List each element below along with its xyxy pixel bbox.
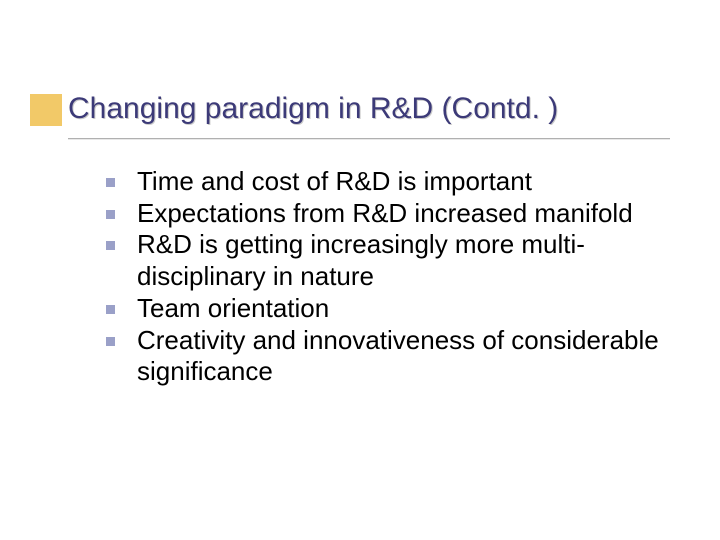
list-item: R&D is getting increasingly more multi-d…	[106, 229, 680, 292]
square-bullet-icon	[106, 241, 115, 250]
list-item: Time and cost of R&D is important	[106, 166, 680, 198]
accent-square	[30, 94, 62, 126]
title-container: Changing paradigm in R&D (Contd. )	[68, 92, 690, 126]
list-item: Team orientation	[106, 293, 680, 325]
list-item: Creativity and innovativeness of conside…	[106, 325, 680, 388]
bullet-text: Team orientation	[137, 293, 329, 325]
square-bullet-icon	[106, 337, 115, 346]
square-bullet-icon	[106, 178, 115, 187]
title-underline	[68, 138, 670, 140]
list-item: Expectations from R&D increased manifold	[106, 198, 680, 230]
slide: Changing paradigm in R&D (Contd. ) Time …	[0, 0, 720, 540]
bullet-text: Time and cost of R&D is important	[137, 166, 532, 198]
bullet-text: R&D is getting increasingly more multi-d…	[137, 229, 680, 292]
bullet-text: Creativity and innovativeness of conside…	[137, 325, 680, 388]
bullet-text: Expectations from R&D increased manifold	[137, 198, 633, 230]
slide-body: Time and cost of R&D is important Expect…	[106, 166, 680, 388]
square-bullet-icon	[106, 305, 115, 314]
slide-title: Changing paradigm in R&D (Contd. )	[68, 92, 690, 126]
square-bullet-icon	[106, 210, 115, 219]
